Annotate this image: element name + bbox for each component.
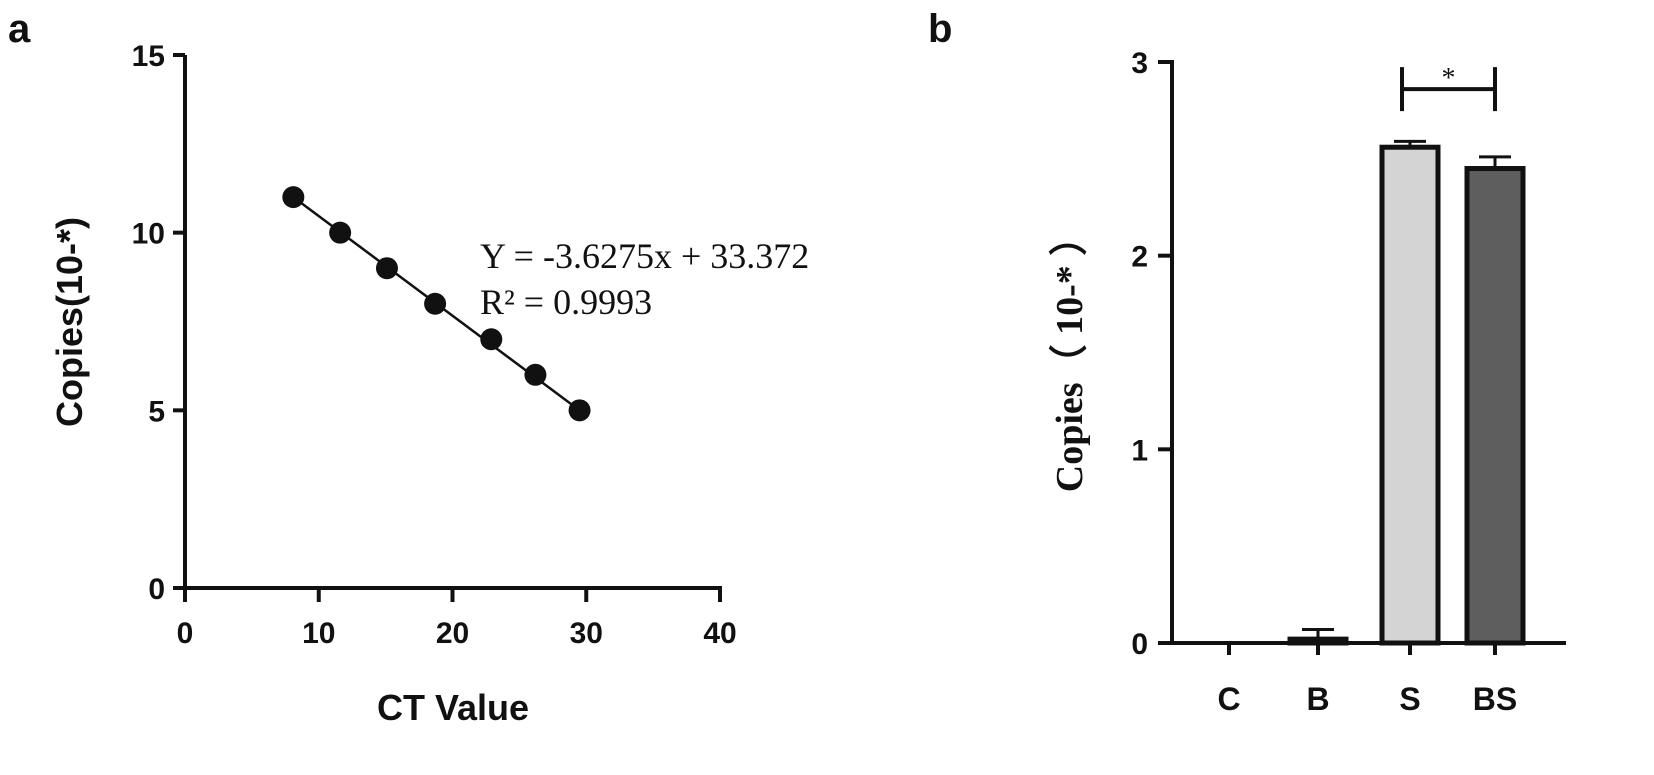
- panel-a-data-point: [424, 292, 447, 315]
- panel-b-bar-bs: [1464, 166, 1526, 646]
- panel-a-y-tick-label: 10: [132, 218, 165, 251]
- panel-a-x-axis-title: CT Value: [377, 687, 529, 728]
- panel-a-data-point: [282, 186, 305, 209]
- panel-b-y-axis-title: Copies（ 10-* ）: [1049, 218, 1091, 492]
- panel-a-x-tick-label: 40: [703, 617, 736, 650]
- panel-a-data-point: [568, 399, 591, 422]
- panel-a-equation: Y = -3.6275x + 33.372: [480, 236, 809, 276]
- panel-a-data-point: [480, 328, 503, 351]
- panel-b-bar-b: [1287, 636, 1349, 646]
- panel-b-x-tick-label: BS: [1473, 681, 1517, 717]
- panel-b-y-tick-label: 1: [1131, 434, 1148, 467]
- panel-b-y-tick-label: 0: [1131, 628, 1148, 661]
- panel-a-x-tick-label: 20: [436, 617, 469, 650]
- panel-a-data-point: [329, 221, 352, 244]
- panel-a-scatter-chart: 0 5 10 15 0 10 20 30 40 Y = -3.6275x + 33.372 R…: [49, 40, 809, 728]
- panel-a-y-tick-label: 15: [132, 40, 165, 73]
- panel-a-y-tick-label: 5: [148, 395, 165, 428]
- panel-b-x-tick-label: S: [1399, 681, 1420, 717]
- panel-a-x-tick-label: 30: [570, 617, 603, 650]
- panel-b-significance-label: *: [1442, 63, 1456, 94]
- panel-a-r-squared: R² = 0.9993: [480, 282, 652, 322]
- panel-label-b: b: [928, 7, 952, 51]
- panel-a-x-tick-label: 0: [177, 617, 194, 650]
- panel-a-x-tick-label: 10: [302, 617, 335, 650]
- panel-a-data-point: [375, 257, 398, 280]
- panel-a-y-tick-label: 0: [148, 573, 165, 606]
- panel-a-data-point: [524, 363, 547, 386]
- panel-b-y-tick-label: 3: [1131, 47, 1148, 80]
- panel-a-y-axis-title: Copies(10-*): [49, 217, 90, 427]
- panel-b-y-tick-label: 2: [1131, 241, 1148, 274]
- panel-b-bar-s: [1379, 144, 1441, 646]
- panel-b-x-tick-label: C: [1217, 681, 1240, 717]
- panel-b-x-tick-label: B: [1306, 681, 1329, 717]
- panel-label-a: a: [8, 7, 31, 51]
